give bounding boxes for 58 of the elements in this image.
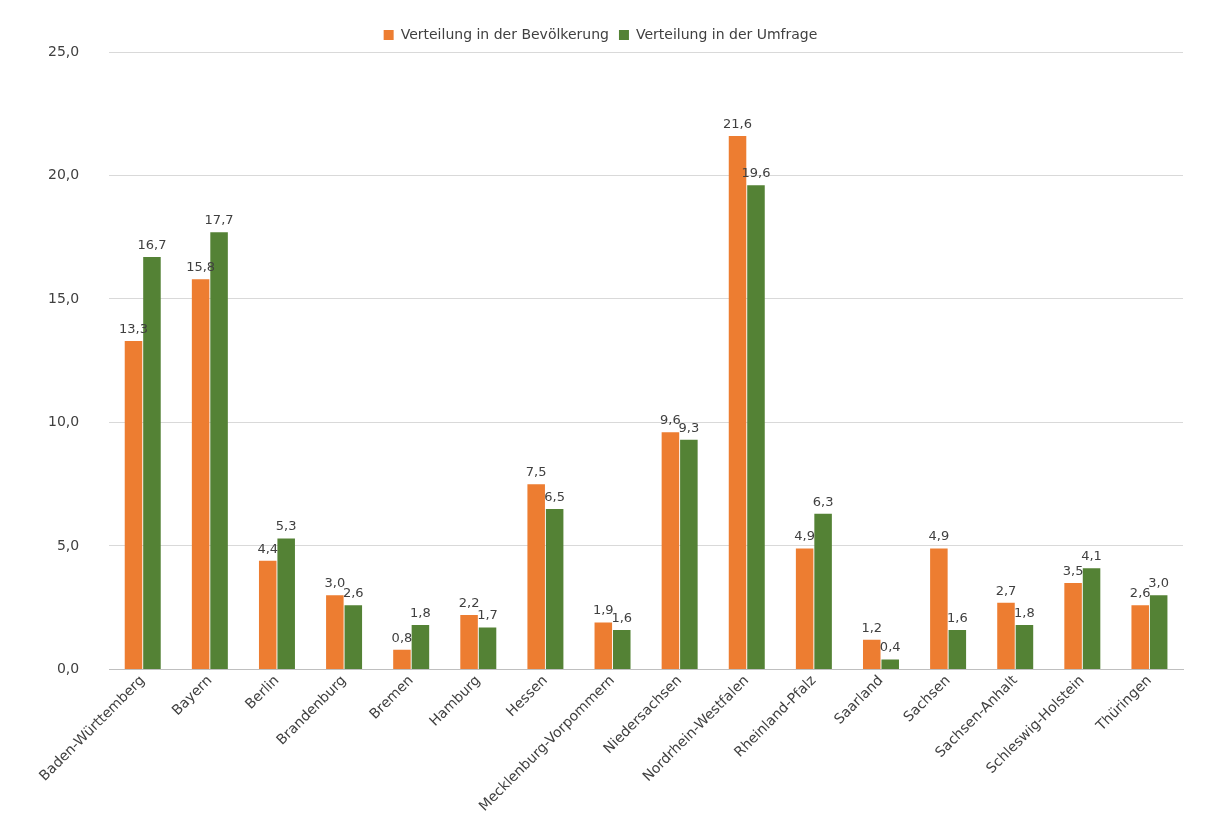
bar (124, 340, 143, 669)
bar (545, 508, 564, 669)
y-tick-label: 5,0 (56, 536, 80, 553)
data-label: 1,8 (410, 604, 431, 620)
bar (1015, 624, 1034, 669)
legend-label: Verteilung in der Umfrage (635, 25, 818, 42)
data-label: 6,3 (812, 493, 834, 509)
data-label: 1,8 (1014, 604, 1035, 620)
data-label: 2,7 (995, 582, 1017, 598)
bar (326, 595, 344, 669)
bar (594, 622, 613, 669)
y-tick-label: 20,0 (48, 166, 80, 183)
data-label: 0,8 (391, 629, 413, 645)
legend-label: Verteilung in der Bevölkerung (400, 25, 609, 42)
data-label: 6,5 (544, 488, 565, 504)
bar (948, 629, 967, 669)
bar (997, 602, 1015, 669)
data-label: 3,5 (1062, 562, 1084, 578)
data-label: 1,2 (861, 619, 883, 635)
y-tick-label: 0,0 (56, 660, 80, 677)
data-label: 2,2 (458, 594, 480, 610)
bar (814, 513, 832, 669)
bar (460, 615, 478, 669)
bar (1082, 568, 1101, 669)
bar (795, 548, 814, 669)
data-label: 17,7 (204, 212, 234, 228)
data-label: 1,6 (946, 609, 968, 625)
bar (411, 624, 430, 669)
bar (478, 627, 497, 669)
data-label: 7,5 (525, 464, 547, 480)
data-label: 5,3 (275, 518, 297, 534)
data-label: 16,7 (137, 236, 167, 252)
bar (344, 605, 363, 669)
bar (862, 639, 881, 669)
bar (747, 185, 765, 669)
bar (1149, 595, 1168, 669)
data-label: 4,1 (1081, 548, 1102, 564)
bar (612, 629, 631, 669)
data-label: 3,0 (1148, 575, 1170, 591)
y-tick-label: 25,0 (48, 42, 80, 59)
bar (930, 548, 948, 669)
data-label: 4,9 (928, 528, 950, 544)
bar (258, 560, 277, 669)
bar (680, 439, 698, 669)
data-label: 4,9 (794, 528, 815, 544)
bar (1064, 583, 1082, 669)
bar (661, 432, 680, 669)
data-label: 1,7 (477, 607, 498, 623)
bar (527, 484, 545, 669)
y-tick-label: 10,0 (48, 413, 80, 430)
y-tick-label: 15,0 (48, 289, 80, 306)
bar (393, 649, 411, 669)
data-label: 1,9 (592, 602, 614, 618)
bar (277, 538, 295, 669)
bar (1131, 605, 1149, 669)
bar (191, 279, 210, 669)
bar (881, 659, 899, 669)
data-label: 21,6 (723, 115, 753, 131)
